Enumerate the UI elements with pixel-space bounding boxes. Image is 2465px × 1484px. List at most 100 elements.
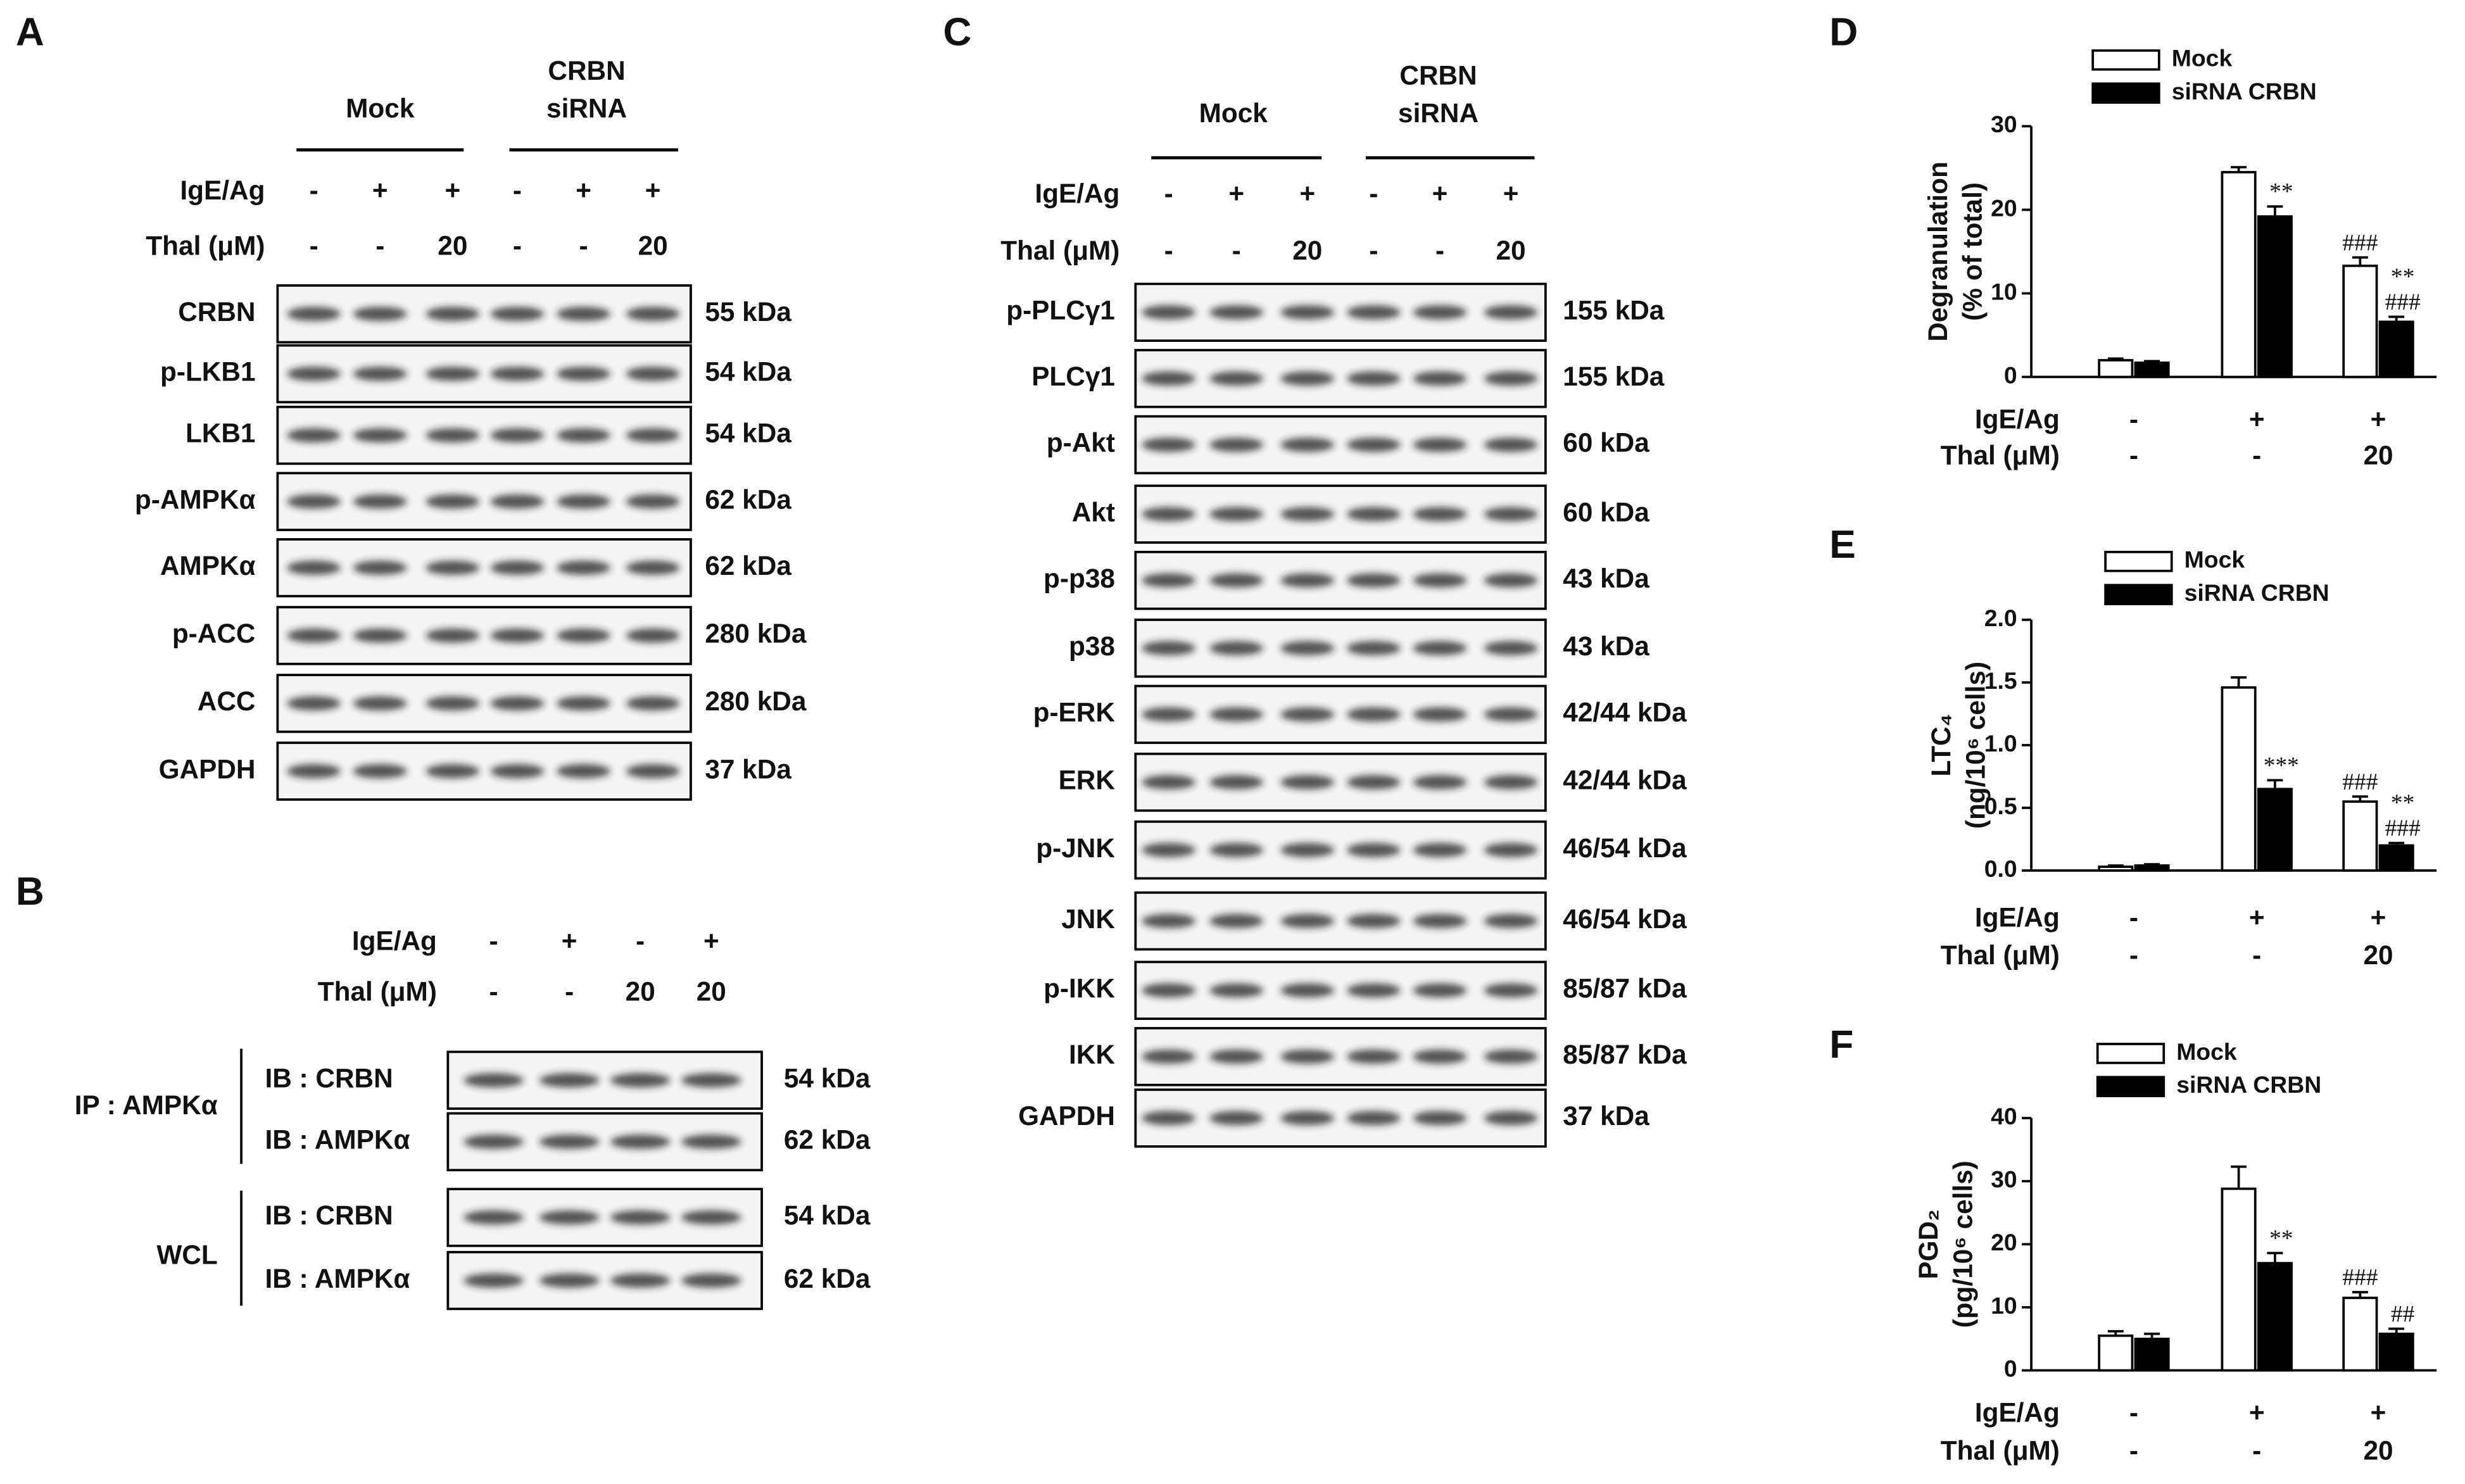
bar [2098, 359, 2134, 379]
band [426, 428, 480, 443]
band [1347, 641, 1401, 656]
y-tick-label: 40 [1991, 1103, 2017, 1129]
error-bar [2388, 1327, 2405, 1334]
blot-size: 43 kDa [1563, 563, 1649, 593]
error-bar [2144, 360, 2160, 363]
condition-mark: - [375, 230, 384, 260]
band [1347, 914, 1401, 928]
band [287, 494, 341, 509]
y-axis-label: Degranulation [1923, 161, 1953, 342]
band [1142, 707, 1195, 722]
blot-label: IB : CRBN [265, 1063, 393, 1093]
significance: *** [2264, 753, 2299, 779]
condition-mark: + [2371, 1397, 2386, 1427]
band [426, 764, 480, 779]
condition-mark: - [1369, 179, 1378, 208]
band [426, 494, 480, 509]
legend-swatch [2091, 49, 2160, 71]
band [1280, 573, 1335, 588]
band [1280, 707, 1335, 722]
blot-size: 54 kDa [784, 1063, 871, 1093]
band [1280, 775, 1335, 789]
band [1484, 506, 1538, 522]
band [539, 1135, 600, 1149]
band [1142, 371, 1195, 386]
condition-mark: + [2371, 902, 2386, 932]
blot-size: 155 kDa [1563, 295, 1664, 325]
legend-label: siRNA CRBN [2172, 78, 2317, 104]
band [1347, 437, 1401, 452]
y-tick-label: 0 [2004, 362, 2017, 388]
condition-mark: 20 [1496, 236, 1526, 265]
band [1484, 437, 1538, 452]
condition-label: Thal (μM) [318, 976, 437, 1006]
band [353, 494, 407, 509]
condition-label: Thal (μM) [1000, 236, 1119, 265]
bar [2134, 864, 2170, 872]
band [1413, 843, 1467, 857]
band [1280, 1110, 1335, 1126]
condition-mark: - [2252, 1435, 2261, 1465]
band [557, 696, 610, 711]
band [1484, 707, 1538, 722]
y-tick-label: 10 [1991, 1292, 2017, 1319]
blot-size: 62 kDa [784, 1125, 871, 1155]
band [463, 1135, 524, 1149]
condition-mark: 20 [2363, 441, 2393, 470]
band [1413, 983, 1467, 998]
legend-swatch [2091, 82, 2160, 104]
blot-label: p-AMPKα [135, 484, 256, 514]
band [626, 696, 680, 711]
blot-size: 155 kDa [1563, 362, 1664, 391]
band [353, 696, 407, 711]
blot-size: 62 kDa [705, 551, 791, 581]
band [626, 494, 680, 509]
condition-mark: - [2129, 902, 2138, 932]
condition-mark: - [2129, 404, 2138, 434]
condition-mark: + [2249, 902, 2265, 932]
band [1484, 775, 1538, 789]
blot-label: p-p38 [1043, 563, 1115, 593]
blot-label: PLCγ1 [1031, 362, 1115, 391]
blot-label: p-LKB1 [160, 357, 255, 387]
blot-label: p-JNK [1036, 833, 1115, 863]
blot-box [276, 741, 692, 801]
band [1209, 843, 1264, 857]
condition-mark: - [2129, 1397, 2138, 1427]
band [1209, 1110, 1264, 1126]
condition-mark: + [703, 926, 719, 956]
band [353, 428, 407, 443]
blot-box [276, 472, 692, 531]
condition-mark: 20 [1292, 236, 1322, 265]
y-tick-label: 1.0 [1984, 730, 2017, 757]
blot-box [1134, 684, 1547, 745]
band [353, 560, 407, 575]
band [557, 560, 610, 575]
group-label: siRNA [1398, 98, 1478, 128]
band [1347, 371, 1401, 386]
bar [2378, 1332, 2414, 1372]
error-bar [2267, 205, 2283, 217]
band [426, 367, 480, 381]
blot-box [276, 538, 692, 598]
legend-label: siRNA CRBN [2184, 579, 2329, 606]
condition-mark: 20 [438, 230, 467, 260]
error-bar [2107, 357, 2124, 360]
band [610, 1135, 671, 1149]
error-bar [2107, 1330, 2124, 1336]
panel-letter: A [16, 10, 44, 54]
band [353, 306, 407, 321]
significance: ** [2269, 179, 2293, 205]
blot-box [1134, 484, 1547, 544]
error-bar [2388, 315, 2405, 322]
band [557, 306, 610, 321]
band [610, 1210, 671, 1225]
condition-mark: - [1164, 236, 1173, 265]
error-bar [2231, 676, 2247, 688]
panel-letter: B [16, 870, 44, 914]
group-label: CRBN [548, 56, 625, 85]
band [557, 764, 610, 779]
y-axis-label: PGD₂ [1913, 1209, 1943, 1280]
band [1413, 371, 1467, 386]
